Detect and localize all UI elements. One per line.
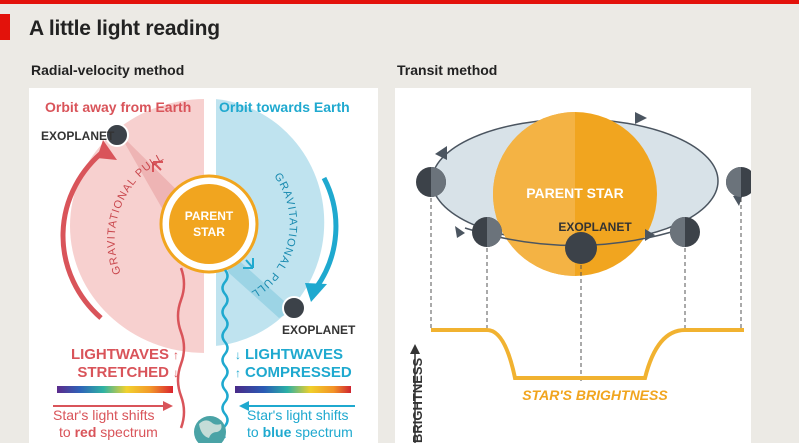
star-label-1: PARENT [185, 209, 234, 223]
planet-2 [472, 217, 502, 247]
planet-1 [416, 167, 446, 197]
pull-arrow-left [152, 161, 163, 172]
drop-lines [430, 198, 742, 382]
transit-exoplanet-label: EXOPLANET [558, 220, 632, 234]
star-label-2: STAR [193, 225, 225, 239]
lightwaves-stretched-2: STRETCHED [77, 364, 169, 381]
top-accent-bar [0, 0, 799, 4]
exoplanet-top-label: EXOPLANET [41, 129, 115, 143]
orbit-arrow-br [645, 229, 655, 241]
up-arrow-left: ↑ [173, 348, 179, 362]
transit-title: Transit method [397, 62, 498, 78]
stretched-wave [176, 267, 186, 429]
shift-left-line2: to red spectrum [59, 424, 158, 440]
orbit-arrow-tl [435, 146, 447, 160]
shift-left-line1: Star's light shifts [53, 407, 155, 423]
spectrum-bar-left [57, 386, 173, 393]
exoplanet-top [105, 123, 129, 147]
shift-right-line1: Star's light shifts [247, 407, 349, 423]
orbit-away-label: Orbit away from Earth [45, 99, 191, 115]
up-arrow-right: ↑ [235, 366, 241, 380]
transit-star-label: PARENT STAR [526, 185, 623, 201]
lightwaves-compressed-1: LIGHTWAVES [245, 346, 343, 363]
lightwaves-stretched-1: LIGHTWAVES [71, 346, 169, 363]
orbit-arrow-tr [635, 112, 647, 124]
orbit-arrow-bl [455, 226, 465, 238]
down-arrow-right: ↓ [235, 348, 241, 362]
planet-5 [726, 167, 751, 197]
cyan-arrow-head [305, 283, 327, 302]
pull-arrow-right [243, 258, 254, 269]
exoplanet-bottom-label: EXOPLANET [282, 323, 356, 337]
down-arrow-left: ↓ [173, 366, 179, 380]
radial-velocity-title: Radial-velocity method [31, 62, 185, 78]
compressed-wave [221, 269, 229, 439]
shift-right-line2: to blue spectrum [247, 424, 353, 440]
planet-4 [670, 217, 700, 247]
red-orbit-arrow [60, 148, 107, 320]
cyan-orbit-arrow [313, 176, 339, 290]
exoplanet-bottom [282, 296, 306, 320]
lightwaves-compressed-2: COMPRESSED [245, 364, 352, 381]
transit-panel: PARENT STAR EXOPLANET STAR'S BRIGHTNESS … [395, 88, 751, 443]
radial-velocity-panel: GRAVITATIONAL PULL GRAVITATIONAL PULL PA… [29, 88, 378, 443]
planet-3 [565, 232, 597, 264]
brightness-curve [431, 328, 744, 380]
brightness-curve-label: STAR'S BRIGHTNESS [522, 387, 668, 403]
red-arrow-head [97, 140, 117, 160]
page-title: A little light reading [29, 17, 220, 40]
brightness-axis-label: BRIGHTNESS [410, 357, 425, 443]
away-orbit-region [70, 99, 205, 353]
spectrum-bar-right [235, 386, 351, 393]
orbit-arrow-r [733, 194, 743, 206]
orbit-towards-label: Orbit towards Earth [219, 99, 350, 115]
red-tab [0, 14, 10, 40]
parent-star [169, 184, 249, 264]
